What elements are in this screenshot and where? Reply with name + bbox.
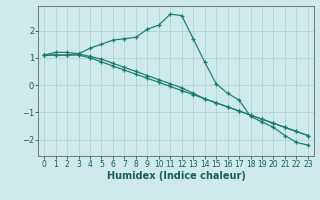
X-axis label: Humidex (Indice chaleur): Humidex (Indice chaleur) — [107, 171, 245, 181]
